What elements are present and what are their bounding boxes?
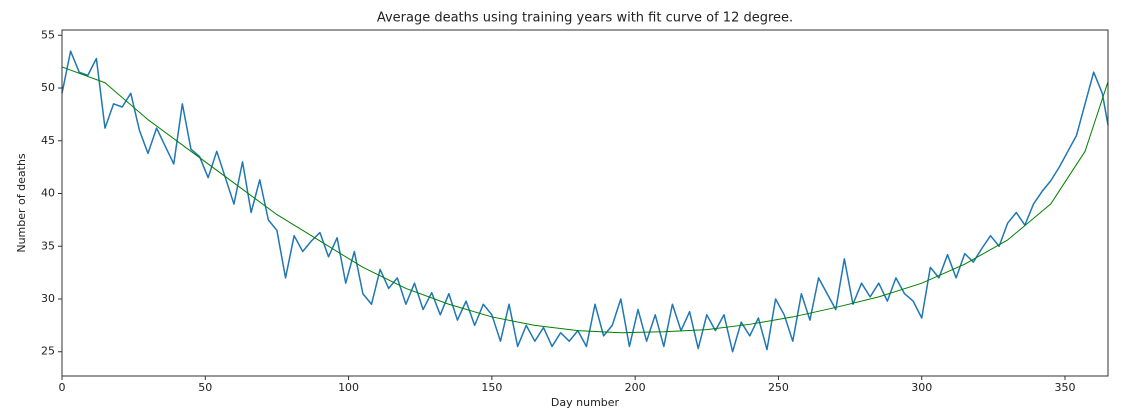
plot-area bbox=[61, 50, 1109, 353]
chart-title: Average deaths using training years with… bbox=[377, 11, 793, 26]
x-tick-label: 150 bbox=[481, 381, 502, 394]
y-tick-label: 40 bbox=[41, 187, 55, 200]
y-tick-label: 30 bbox=[41, 292, 55, 305]
x-tick-label: 0 bbox=[59, 381, 66, 394]
x-tick-label: 300 bbox=[911, 381, 932, 394]
x-tick-label: 250 bbox=[768, 381, 789, 394]
y-tick-label: 45 bbox=[41, 134, 55, 147]
series-line bbox=[61, 50, 1109, 353]
x-axis-label: Day number bbox=[551, 396, 620, 409]
y-tick-label: 35 bbox=[41, 239, 55, 252]
y-tick-label: 50 bbox=[41, 81, 55, 94]
plot-frame bbox=[61, 29, 1109, 377]
x-tick-label: 200 bbox=[625, 381, 646, 394]
series-line bbox=[61, 66, 1109, 334]
x-tick-label: 50 bbox=[198, 381, 212, 394]
x-tick-label: 100 bbox=[338, 381, 359, 394]
y-tick-label: 55 bbox=[41, 28, 55, 41]
y-tick-label: 25 bbox=[41, 345, 55, 358]
y-axis-label: Number of deaths bbox=[15, 153, 28, 253]
x-tick-label: 350 bbox=[1055, 381, 1076, 394]
